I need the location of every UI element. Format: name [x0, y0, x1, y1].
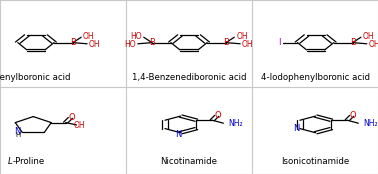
Text: HO: HO: [124, 40, 136, 49]
Text: NH₂: NH₂: [363, 119, 378, 128]
Text: OH: OH: [369, 40, 378, 49]
Text: OH: OH: [83, 32, 95, 41]
Text: I: I: [278, 38, 280, 47]
Text: HO: HO: [130, 32, 142, 41]
Text: OH: OH: [363, 32, 375, 41]
Text: 1,4-Benzenediboronic acid: 1,4-Benzenediboronic acid: [132, 73, 246, 82]
Text: N: N: [293, 124, 299, 133]
Text: B: B: [70, 38, 76, 47]
Text: Isonicotinamide: Isonicotinamide: [282, 157, 350, 166]
Text: -Proline: -Proline: [12, 157, 45, 166]
Text: OH: OH: [242, 40, 254, 49]
Text: O: O: [69, 113, 76, 122]
Text: N: N: [176, 130, 182, 139]
Text: N: N: [14, 128, 21, 136]
Text: L: L: [8, 157, 12, 166]
Text: O: O: [215, 111, 222, 120]
Text: H: H: [15, 132, 20, 138]
Text: Phenylboronic acid: Phenylboronic acid: [0, 73, 71, 82]
Text: B: B: [223, 38, 229, 47]
Text: OH: OH: [236, 32, 248, 41]
Text: B: B: [350, 38, 356, 47]
Text: 4-Iodophenylboronic acid: 4-Iodophenylboronic acid: [261, 73, 370, 82]
Text: O: O: [350, 111, 356, 120]
Text: OH: OH: [89, 40, 101, 49]
Text: NH₂: NH₂: [228, 119, 243, 128]
Text: B: B: [149, 38, 155, 47]
Text: OH: OH: [74, 121, 85, 130]
Text: Nicotinamide: Nicotinamide: [161, 157, 217, 166]
